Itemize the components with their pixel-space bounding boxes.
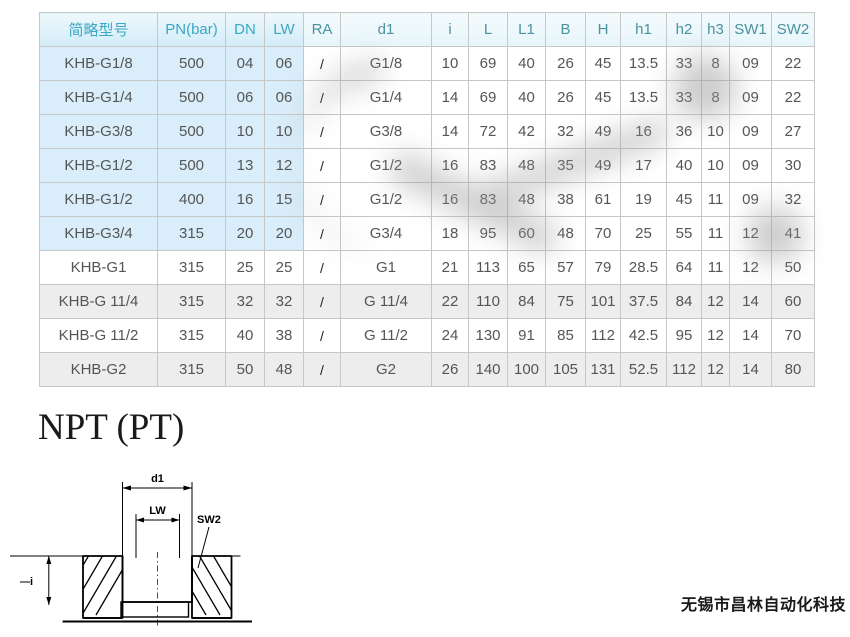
- svg-text:SW2: SW2: [197, 514, 221, 526]
- svg-text:d1: d1: [151, 473, 164, 485]
- svg-text:i: i: [30, 576, 33, 588]
- svg-text:LW: LW: [149, 505, 166, 517]
